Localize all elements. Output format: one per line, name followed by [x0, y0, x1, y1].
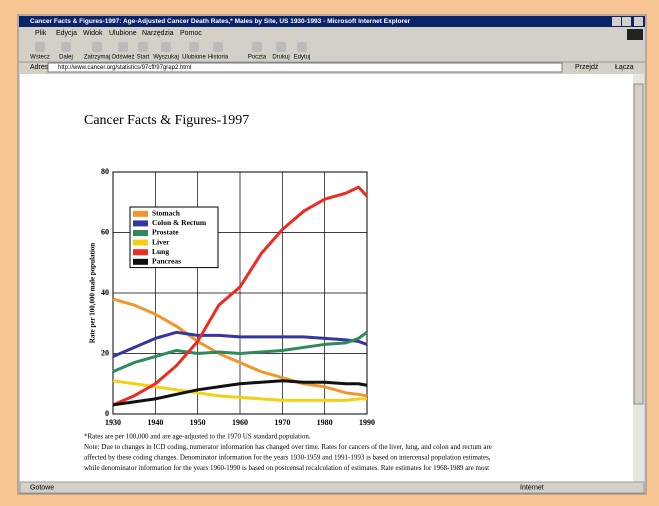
toolbar-button[interactable]: Wyszukaj — [153, 55, 179, 61]
menu-item[interactable]: Widok — [83, 30, 103, 37]
x-tick-label: 1990 — [359, 418, 375, 427]
menu-item[interactable]: Plik — [35, 30, 47, 37]
y-tick-label: 20 — [101, 348, 109, 357]
series-line — [112, 185, 369, 407]
address-field[interactable] — [47, 62, 563, 73]
legend-box — [129, 206, 219, 269]
scroll-thumb[interactable] — [633, 83, 644, 405]
minimize-button[interactable] — [612, 17, 621, 26]
toolbar-icon[interactable] — [297, 42, 307, 52]
legend-swatch — [133, 210, 148, 217]
toolbar-button[interactable]: Poczta — [248, 55, 267, 61]
series-line — [112, 379, 368, 407]
toolbar-icon[interactable] — [276, 42, 286, 52]
y-tick-label: 40 — [101, 288, 109, 297]
series-line — [112, 297, 368, 398]
toolbar-button[interactable]: Edytuj — [294, 55, 311, 61]
toolbar-button[interactable]: Ulubione — [182, 55, 206, 61]
toolbar-button[interactable]: Zatrzymaj — [84, 55, 110, 61]
y-tick-label: 0 — [105, 409, 109, 418]
y-tick-label: 60 — [101, 227, 109, 236]
toolbar-button[interactable]: Wstecz — [30, 55, 50, 61]
y-tick-label: 80 — [101, 167, 109, 176]
toolbar-icon[interactable] — [213, 42, 223, 52]
footnote: affected by these coding changes. Denomi… — [84, 454, 491, 462]
toolbar-button[interactable]: Dalej — [59, 55, 73, 61]
window-title: Cancer Facts & Figures-1997: Age-Adjuste… — [30, 18, 411, 25]
toolbar-icon[interactable] — [118, 42, 128, 52]
address-url: http://www.cancer.org/statistics/97cff/9… — [58, 65, 191, 71]
toolbar-icon[interactable] — [35, 42, 45, 52]
footnote: Note: Due to changes in ICD coding, nume… — [84, 443, 492, 451]
legend-label: Lung — [152, 247, 169, 256]
menu-item[interactable]: Ulubione — [109, 30, 137, 37]
series-line — [112, 330, 368, 358]
footnote: *Rates are per 100,000 and are age-adjus… — [84, 433, 311, 441]
ie-logo — [627, 29, 643, 40]
maximize-button[interactable] — [622, 17, 631, 26]
page-heading: Cancer Facts & Figures-1997 — [84, 113, 249, 128]
legend-label: Prostate — [152, 228, 179, 237]
toolbar-icon[interactable] — [161, 42, 171, 52]
menu-item[interactable]: Pomoc — [180, 30, 202, 37]
title-bar — [19, 16, 645, 27]
toolbar-button[interactable]: Start — [137, 55, 150, 61]
x-tick-label: 1970 — [274, 418, 290, 427]
status-zone: Internet — [520, 484, 544, 491]
links-label[interactable]: Łącza — [615, 64, 634, 71]
legend-label: Pancreas — [152, 257, 181, 266]
series-line — [112, 331, 368, 374]
legend-swatch — [133, 220, 148, 227]
menu-item[interactable]: Edycja — [56, 30, 77, 37]
legend-label: Liver — [152, 237, 170, 246]
footnote: while denominator information for the ye… — [84, 464, 489, 472]
menu-item[interactable]: Narzędzia — [142, 30, 174, 37]
legend-swatch — [133, 249, 148, 256]
x-tick-label: 1980 — [317, 418, 333, 427]
legend-swatch — [133, 239, 148, 246]
toolbar-button[interactable]: Historia — [208, 55, 229, 61]
toolbar-button[interactable]: Odśwież — [111, 55, 134, 61]
y-axis-label: Rate per 100,000 male population — [89, 243, 97, 344]
status-bar — [19, 481, 645, 494]
x-tick-label: 1940 — [147, 418, 163, 427]
status-text: Gotowe — [30, 484, 54, 491]
legend-label: Stomach — [152, 209, 181, 218]
series-line — [112, 379, 367, 402]
x-tick-label: 1960 — [232, 418, 248, 427]
close-button[interactable] — [634, 17, 643, 26]
toolbar-icon[interactable] — [252, 42, 262, 52]
address-label: Adres — [30, 64, 49, 71]
x-tick-label: 1930 — [105, 418, 121, 427]
legend-swatch — [133, 258, 148, 265]
chart: 0 20 40 60 80 1930 1940 1950 1960 1970 1980 1990 Rat… — [89, 167, 375, 427]
legend-swatch — [133, 230, 148, 236]
go-button[interactable]: Przejdź — [575, 64, 599, 71]
toolbar-icon[interactable] — [189, 42, 199, 52]
toolbar-icon[interactable] — [138, 42, 148, 52]
toolbar-icon[interactable] — [61, 42, 71, 52]
legend-label: Colon & Rectum — [152, 218, 207, 227]
toolbar-icon[interactable] — [92, 42, 102, 52]
x-tick-label: 1950 — [190, 418, 206, 427]
toolbar-button[interactable]: Drukuj — [272, 55, 289, 61]
